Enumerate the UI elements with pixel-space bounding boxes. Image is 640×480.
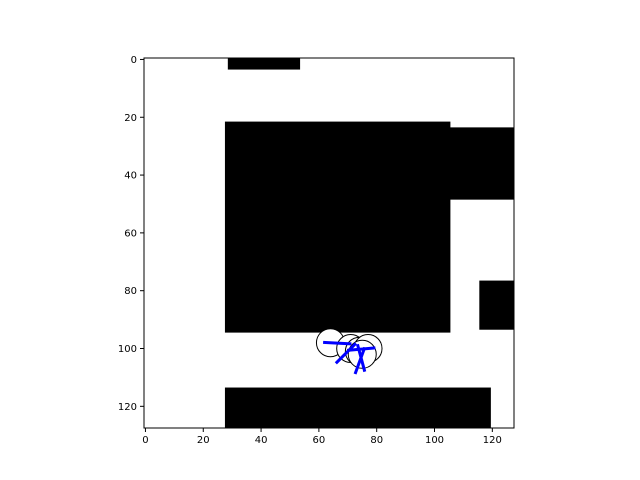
axes-frame <box>143 57 515 429</box>
obstacle-bottom-block <box>224 387 491 428</box>
x-tick-label: 80 <box>370 435 383 446</box>
occupancy-map <box>224 58 514 428</box>
x-tick-label: 120 <box>483 435 502 446</box>
x-axis: 0 20 40 60 80 100 120 <box>142 428 502 446</box>
x-tick-label: 20 <box>197 435 210 446</box>
y-tick-label: 100 <box>118 344 137 355</box>
y-axis: 0 20 40 60 80 100 120 <box>118 55 144 413</box>
y-tick-label: 40 <box>124 171 137 182</box>
y-tick-label: 20 <box>124 113 137 124</box>
y-tick-label: 60 <box>124 228 137 239</box>
robot-heading-line-1 <box>334 342 357 365</box>
obstacle-right-lower-block <box>479 280 514 330</box>
y-tick-label: 120 <box>118 402 137 413</box>
y-tick-label: 0 <box>131 55 137 66</box>
obstacle-central-block <box>224 121 451 333</box>
obstacle-top-sliver <box>227 58 301 70</box>
robot-poses <box>315 328 383 375</box>
obstacle-right-upper-band <box>447 127 514 200</box>
x-tick-label: 40 <box>255 435 268 446</box>
x-tick-label: 100 <box>425 435 444 446</box>
x-tick-label: 0 <box>142 435 148 446</box>
robot-heading-line-0 <box>323 340 352 346</box>
y-tick-label: 80 <box>124 286 137 297</box>
robot-heading-line-3 <box>346 346 376 352</box>
robot-heading-line-4 <box>353 346 367 375</box>
x-tick-label: 60 <box>313 435 326 446</box>
